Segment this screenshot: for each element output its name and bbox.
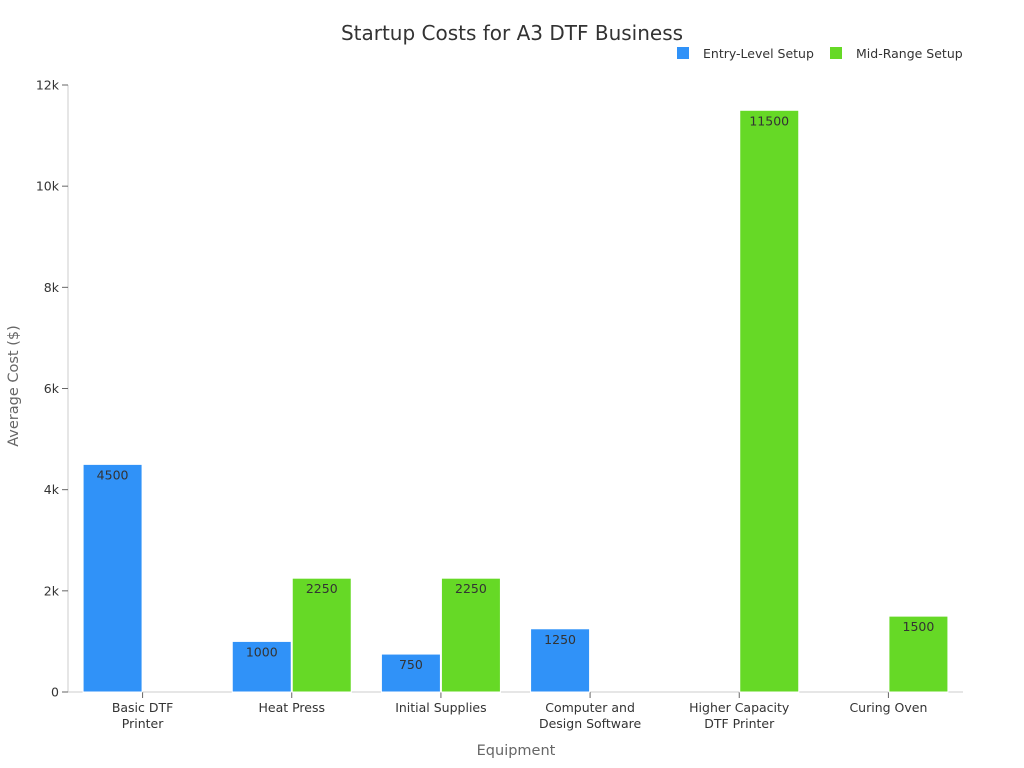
data-label: 2250: [306, 581, 338, 596]
legend-swatch: [677, 47, 689, 59]
y-tick-label: 10k: [36, 179, 60, 194]
x-axis: Basic DTF Printer Heat Press Initial Suppli…: [68, 691, 963, 731]
y-tick-label: 2k: [44, 583, 60, 598]
y-tick-label: 0: [51, 685, 59, 700]
bar-entry-level: [380, 653, 441, 693]
data-label: 11500: [749, 113, 789, 128]
y-axis-title: Average Cost ($): [6, 325, 22, 447]
legend-label: Entry-Level Setup: [703, 46, 814, 61]
y-tick-label: 4k: [44, 482, 60, 497]
chart-title: Startup Costs for A3 DTF Business: [341, 21, 683, 45]
x-tick-label: Curing Oven: [849, 700, 927, 715]
x-tick-label: Initial Supplies: [395, 700, 486, 715]
legend-label: Mid-Range Setup: [856, 46, 963, 61]
data-label: 1000: [246, 644, 278, 659]
y-axis: 0 2k 4k 6k 8k 10k 12k: [36, 78, 69, 700]
bars: [82, 109, 949, 693]
bar-entry-level: [231, 640, 292, 693]
x-tick-label: Computer and Design Software: [539, 700, 642, 731]
bar-mid-range: [739, 109, 800, 693]
data-label: 1250: [544, 632, 576, 647]
bar-entry-level: [530, 628, 591, 693]
x-axis-title: Equipment: [477, 743, 556, 759]
bar-entry-level: [82, 463, 143, 693]
y-tick-label: 8k: [44, 280, 60, 295]
x-tick-label: Higher Capacity DTF Printer: [689, 700, 790, 731]
data-label: 750: [399, 657, 423, 672]
legend: Entry-Level Setup Mid-Range Setup: [677, 46, 963, 61]
y-tick-label: 6k: [44, 381, 60, 396]
bar-mid-range: [888, 615, 949, 693]
x-tick-label: Basic DTF Printer: [112, 700, 174, 731]
data-label: 2250: [455, 581, 487, 596]
data-labels: 4500 1000 750 1250 2250 2250 11500 1500: [97, 113, 935, 672]
data-label: 1500: [903, 619, 935, 634]
bar-mid-range: [291, 577, 352, 693]
x-tick-label: Heat Press: [258, 700, 325, 715]
legend-swatch: [830, 47, 842, 59]
y-tick-label: 12k: [36, 78, 60, 93]
bar-mid-range: [440, 577, 501, 693]
data-label: 4500: [97, 467, 129, 482]
